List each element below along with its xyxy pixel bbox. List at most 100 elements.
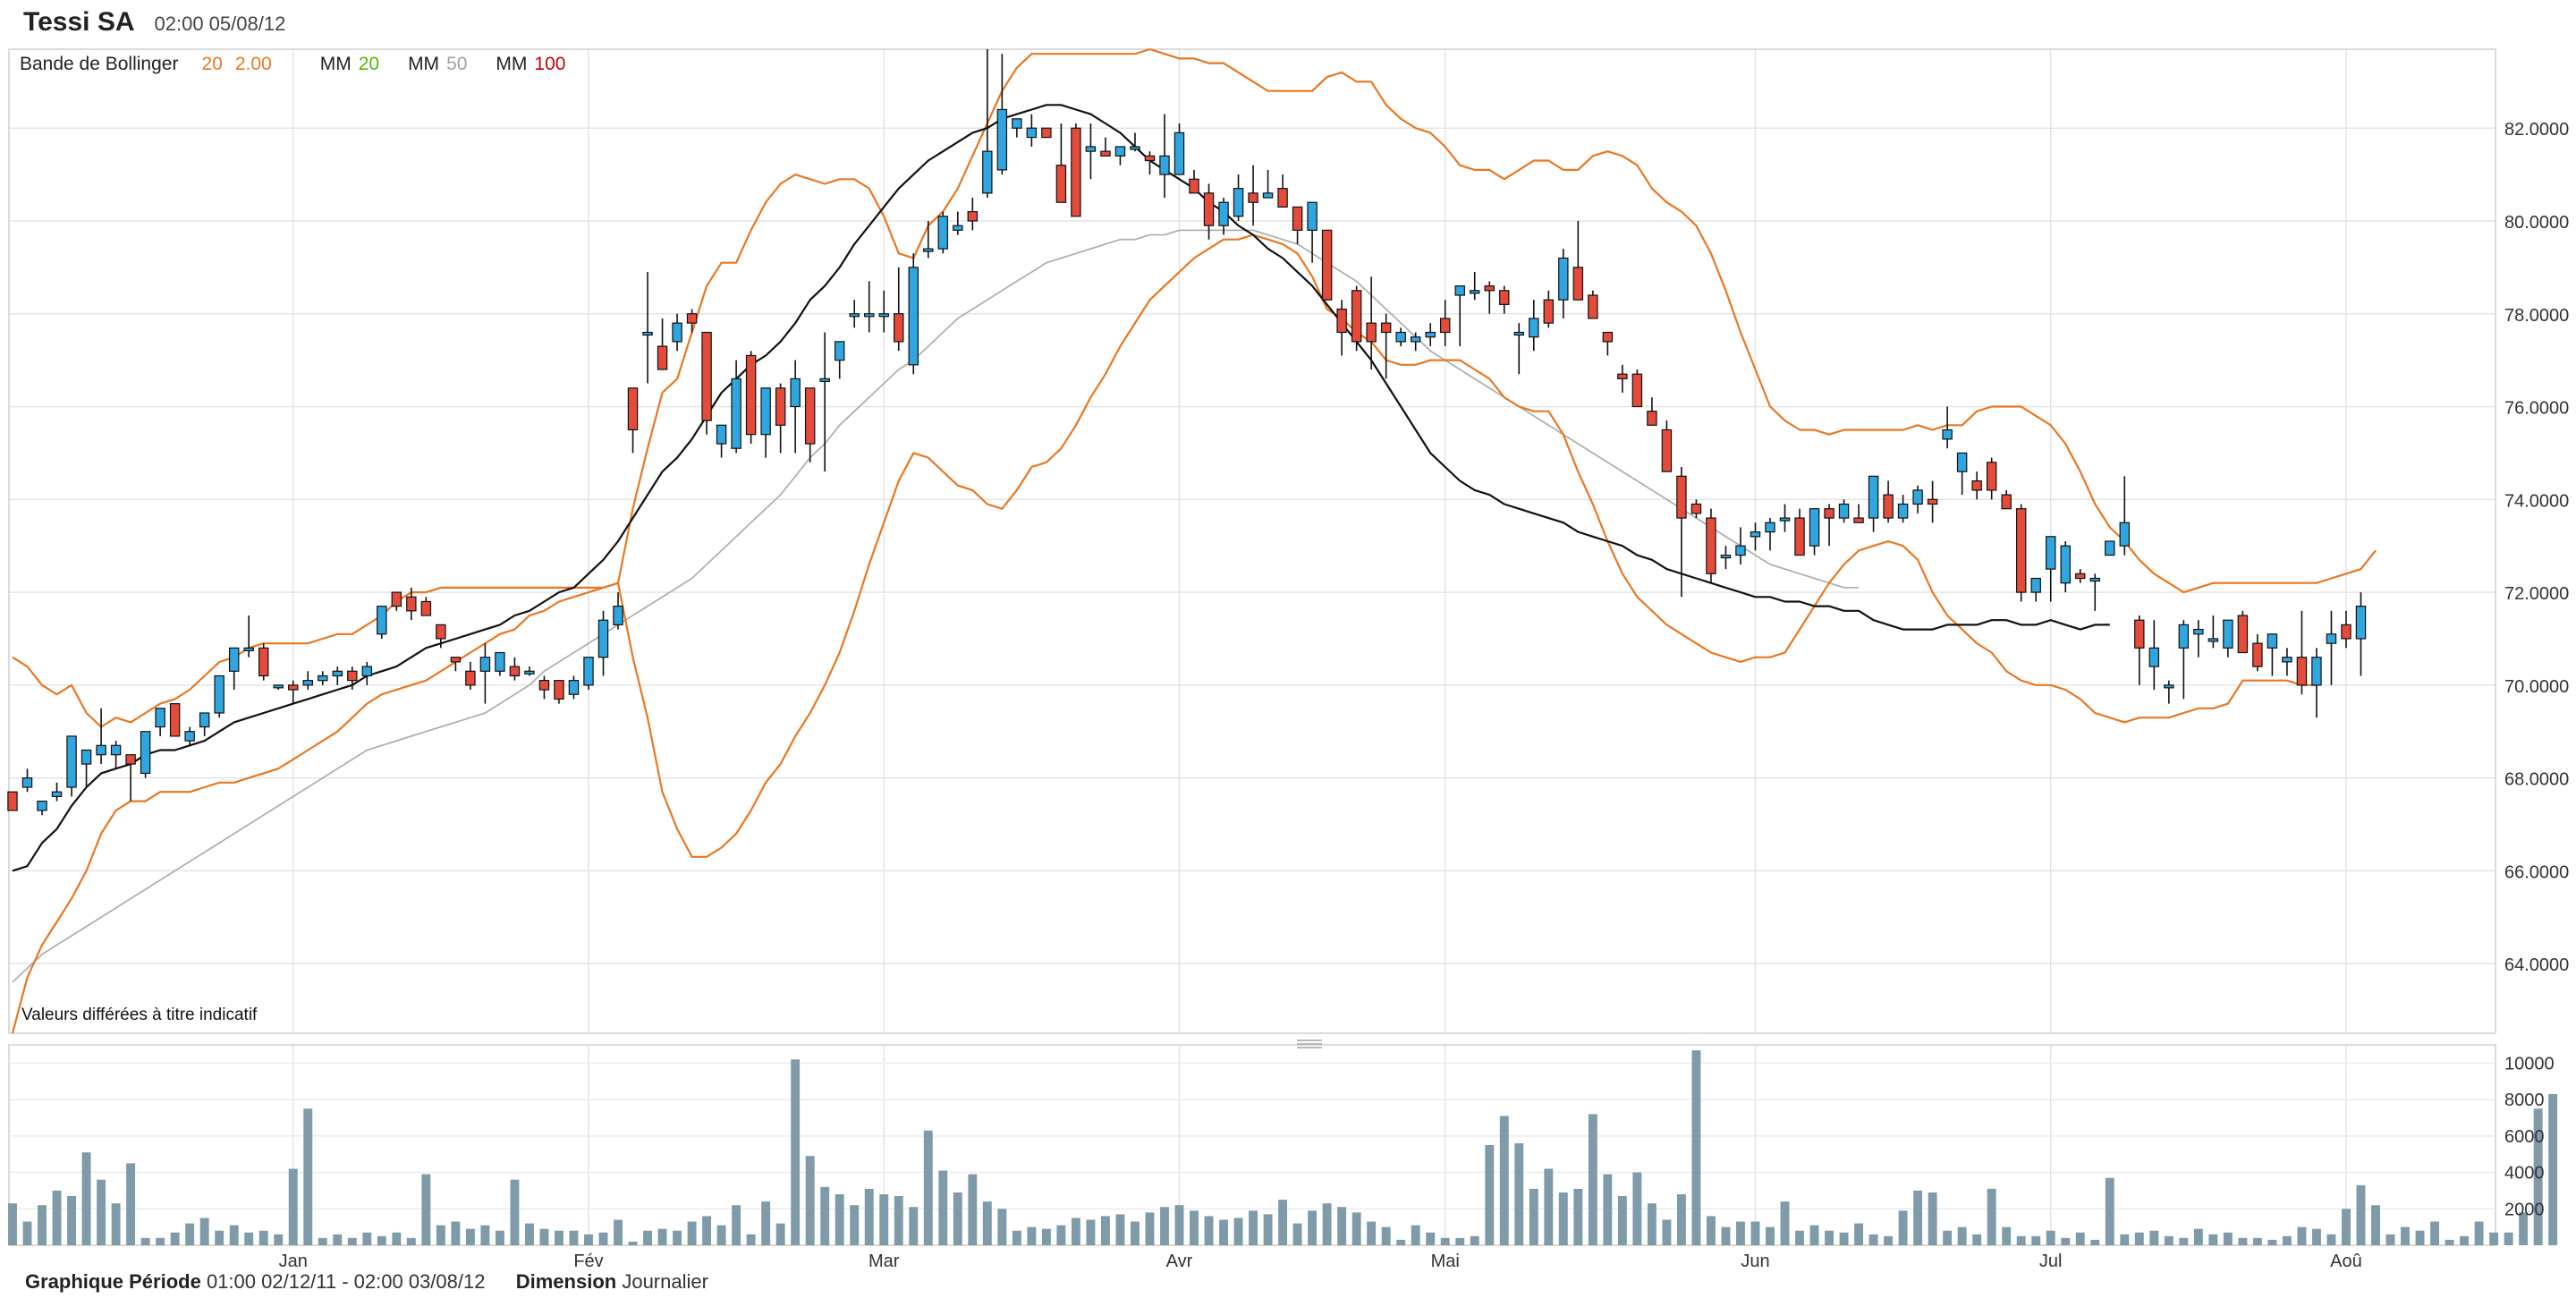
volume-bar — [657, 1228, 667, 1245]
candle — [66, 735, 77, 797]
candle — [967, 198, 979, 231]
candle-body — [1307, 201, 1318, 231]
candle — [760, 387, 771, 458]
volume-bar — [126, 1163, 136, 1245]
volume-bar — [362, 1232, 372, 1245]
candle-body — [51, 791, 63, 797]
mm2-period: 50 — [446, 54, 468, 74]
candle — [1647, 397, 1657, 426]
candle-body — [804, 387, 816, 445]
volume-bar — [2134, 1232, 2144, 1245]
candle — [1012, 118, 1022, 138]
candle — [834, 341, 845, 379]
volume-bar — [2046, 1230, 2055, 1245]
candle — [1277, 174, 1288, 208]
candle — [554, 680, 564, 704]
candle-body — [1100, 150, 1111, 157]
candle-body — [2237, 615, 2249, 654]
candle-body — [1380, 322, 1392, 334]
volume-bar — [1972, 1234, 1982, 1245]
candle-body — [2355, 606, 2367, 640]
candle — [1470, 272, 1480, 301]
mm3-label[interactable]: MM — [496, 54, 528, 74]
candle — [1484, 281, 1495, 314]
mm1-label[interactable]: MM — [319, 54, 352, 74]
candle-body — [347, 670, 358, 682]
candle — [199, 712, 210, 736]
candle — [2015, 504, 2027, 602]
volume-layer — [8, 1050, 2558, 1245]
volume-bar — [539, 1228, 549, 1245]
volume-bar — [1411, 1225, 1420, 1245]
candle-body — [273, 684, 284, 689]
price-y-tick-label: 64.0000 — [2504, 955, 2569, 975]
candle-body — [760, 387, 771, 436]
volume-bar — [820, 1186, 830, 1245]
x-tick-label: Jan — [279, 1252, 308, 1271]
volume-bar — [1647, 1203, 1657, 1245]
volume-bar — [2401, 1226, 2410, 1245]
candle-body — [2119, 522, 2131, 547]
candle — [243, 615, 254, 658]
candle — [923, 220, 934, 259]
volume-bar — [1987, 1188, 1996, 1245]
volume-bar — [38, 1205, 47, 1245]
candle — [1248, 165, 1258, 226]
x-axis: Jan Fév Mar Avr Mai Jun Jul Aoû — [279, 1252, 2362, 1271]
candle-body — [1012, 118, 1022, 129]
volume-bar — [2208, 1234, 2218, 1245]
price-y-tick-label: 72.0000 — [2504, 584, 2569, 604]
candle — [2075, 569, 2086, 583]
candle-body — [1321, 229, 1333, 301]
candle — [686, 309, 698, 333]
candle-body — [745, 354, 757, 436]
bollinger-period: 20 — [201, 54, 223, 74]
candle — [1617, 364, 1628, 393]
candle — [1513, 323, 1524, 375]
volume-bar — [953, 1192, 962, 1245]
candle-body — [1720, 554, 1732, 559]
candle-body — [1041, 127, 1052, 139]
candle — [2355, 592, 2367, 676]
volume-bar — [185, 1223, 195, 1245]
volume-bar — [244, 1232, 254, 1245]
candle-body — [184, 731, 195, 742]
volume-y-tick-label: 4000 — [2504, 1164, 2545, 1184]
chart-header: Tessi SA 02:00 05/08/12 — [23, 7, 285, 47]
volume-bar — [938, 1170, 948, 1245]
volume-bar — [2326, 1234, 2336, 1245]
volume-bar — [288, 1168, 298, 1245]
volume-bar — [1809, 1225, 1819, 1245]
volume-bar — [67, 1196, 77, 1245]
bollinger-label[interactable]: Bande de Bollinger — [20, 54, 179, 74]
candle — [2030, 577, 2041, 602]
candle-body — [2089, 577, 2100, 582]
candle-body — [538, 680, 550, 691]
mm3-period: 100 — [534, 54, 566, 74]
mm20-line — [12, 104, 2110, 872]
candle-body — [1647, 411, 1657, 426]
candle-body — [1824, 508, 1835, 519]
price-y-tick-label: 68.0000 — [2504, 770, 2569, 790]
candle — [878, 290, 889, 333]
candle — [302, 671, 313, 691]
volume-bar — [406, 1237, 416, 1245]
volume-bar — [2164, 1235, 2174, 1245]
volume-bar — [2430, 1221, 2440, 1245]
volume-bar — [303, 1108, 313, 1245]
candle — [627, 387, 639, 454]
candle — [1631, 369, 1643, 408]
candle-body — [1366, 322, 1377, 343]
candle-body — [1617, 373, 1628, 379]
mm2-label[interactable]: MM — [408, 54, 440, 74]
volume-y-tick-label: 8000 — [2504, 1091, 2545, 1110]
volume-bar — [2031, 1235, 2041, 1245]
candle — [1690, 499, 1702, 519]
candle — [524, 666, 535, 676]
pane-resize-handle[interactable] — [1297, 1040, 1322, 1048]
candle — [1661, 420, 1673, 472]
candle — [657, 318, 668, 370]
candle-body — [243, 647, 254, 651]
volume-bar — [2238, 1237, 2248, 1245]
